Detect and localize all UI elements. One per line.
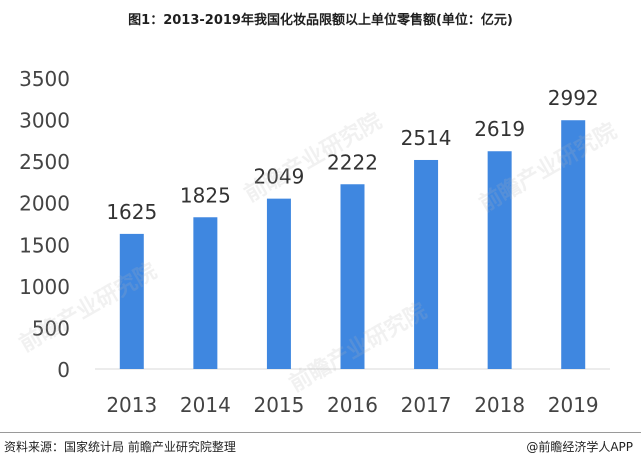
- bar: [193, 217, 218, 369]
- data-label: 2222: [327, 150, 378, 174]
- data-label: 2049: [253, 165, 304, 189]
- y-tick-label: 0: [57, 358, 70, 382]
- data-label: 1825: [180, 183, 231, 207]
- data-label: 1625: [106, 200, 157, 224]
- x-tick-label: 2016: [327, 393, 378, 417]
- data-label: 2619: [474, 117, 525, 141]
- bar: [119, 233, 144, 369]
- bar-chart: 0 500 1000 1500 2000 2500 3000 3500 1625 2013 1825…: [19, 67, 610, 417]
- y-tick-label: 1000: [19, 275, 70, 299]
- data-label: 2992: [548, 86, 599, 110]
- y-tick-label: 2500: [19, 150, 70, 174]
- x-tick-label: 2014: [180, 393, 231, 417]
- y-tick-label: 3000: [19, 109, 70, 133]
- chart-title: 图1：2013-2019年我国化妆品限额以上单位零售额(单位：亿元): [128, 13, 513, 28]
- bar: [266, 198, 291, 369]
- y-tick-label: 1500: [19, 233, 70, 257]
- data-label: 2514: [401, 126, 452, 150]
- x-tick-label: 2013: [106, 393, 157, 417]
- y-tick-label: 2000: [19, 192, 70, 216]
- x-tick-label: 2017: [401, 393, 452, 417]
- y-tick-label: 500: [32, 316, 70, 340]
- x-tick-label: 2019: [548, 393, 599, 417]
- credit-note: @前瞻经济学人APP: [526, 440, 633, 454]
- footer-divider: [0, 432, 641, 433]
- source-note: 资料来源：国家统计局 前瞻产业研究院整理: [4, 440, 236, 454]
- bar: [561, 120, 586, 369]
- x-tick-label: 2015: [253, 393, 304, 417]
- x-tick-label: 2018: [474, 393, 525, 417]
- bar: [414, 159, 439, 369]
- bar: [340, 184, 365, 369]
- y-tick-label: 3500: [19, 67, 70, 91]
- bar: [487, 151, 512, 369]
